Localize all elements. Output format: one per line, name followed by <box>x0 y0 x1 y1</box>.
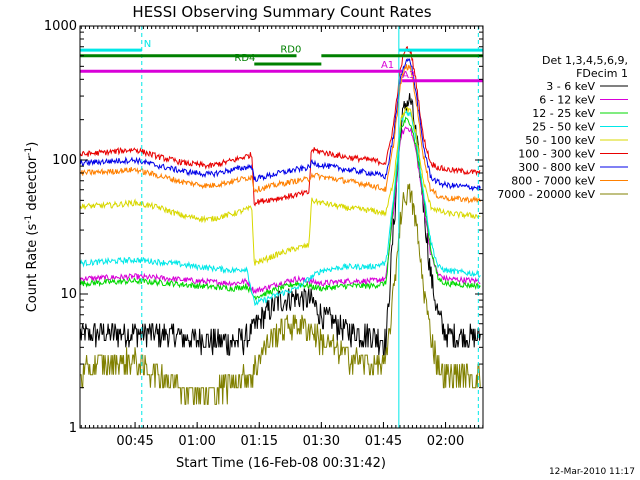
legend-header-line: Det 1,3,4,5,6,9, <box>542 54 628 67</box>
x-axis-label: Start Time (16-Feb-08 00:31:42) <box>176 456 386 471</box>
series-line <box>79 126 481 295</box>
legend-entry-label: 7000 - 20000 keV <box>497 188 595 201</box>
timestamp: 12-Mar-2010 11:17 <box>549 467 635 477</box>
mode-bar-label: RD4 <box>234 53 255 64</box>
series-line <box>79 116 481 301</box>
y-axis-label-part: detector <box>25 155 40 215</box>
y-axis-label-part: Count Rate (s <box>25 224 40 313</box>
x-tick-label: 02:00 <box>427 434 464 449</box>
series-line <box>79 64 481 204</box>
legend-entry-label: 6 - 12 keV <box>539 94 595 107</box>
mode-bars-layer: N RD0 RD4 A1 A3 <box>80 39 483 83</box>
x-tick-label: 01:30 <box>303 434 340 449</box>
legend-entry-label: 12 - 25 keV <box>532 107 595 120</box>
series-layer <box>79 45 481 405</box>
x-tick-label: 00:45 <box>116 434 153 449</box>
x-axis-ticks: 00:45 01:00 01:15 01:30 01:45 02:00 <box>80 26 484 449</box>
x-tick-label: 01:00 <box>178 434 215 449</box>
y-tick-label: 10 <box>60 287 77 302</box>
y-axis-label-part: ) <box>25 142 40 147</box>
y-tick-label: 1000 <box>44 19 77 34</box>
x-tick-label: 01:15 <box>241 434 278 449</box>
plot-frame <box>79 25 484 429</box>
y-axis-ticks: 1 10 100 1000 <box>44 19 483 436</box>
series-line <box>79 45 481 207</box>
marker-layer <box>141 26 479 428</box>
mode-bar-label: N <box>144 39 151 50</box>
legend-entry-label: 25 - 50 keV <box>532 121 595 134</box>
mode-bar-label: A3 <box>402 70 415 81</box>
y-tick-label: 100 <box>52 153 77 168</box>
legend-entry-label: 100 - 300 keV <box>518 148 595 161</box>
mode-bar-label: A1 <box>381 60 394 71</box>
mode-bar-label: RD0 <box>280 45 301 56</box>
x-tick-label: 01:45 <box>365 434 402 449</box>
y-axis-label-superscript: -1 <box>24 215 34 224</box>
legend-entry-label: 800 - 7000 keV <box>511 175 595 188</box>
y-axis-label: Count Rate (s-1 detector-1) <box>24 142 40 313</box>
chart-title: HESSI Observing Summary Count Rates <box>132 3 431 21</box>
legend-entry-label: 300 - 800 keV <box>518 161 595 174</box>
legend-entry-label: 50 - 100 keV <box>525 134 595 147</box>
series-line <box>79 109 481 307</box>
series-line <box>79 93 481 356</box>
legend-entry-label: 3 - 6 keV <box>546 80 595 93</box>
y-tick-label: 1 <box>69 421 77 436</box>
y-axis-label-superscript: -1 <box>24 147 34 156</box>
series-line <box>80 183 481 405</box>
legend-header-line: FDecim 1 <box>576 67 628 80</box>
series-line <box>79 57 481 192</box>
series-line <box>79 106 481 266</box>
